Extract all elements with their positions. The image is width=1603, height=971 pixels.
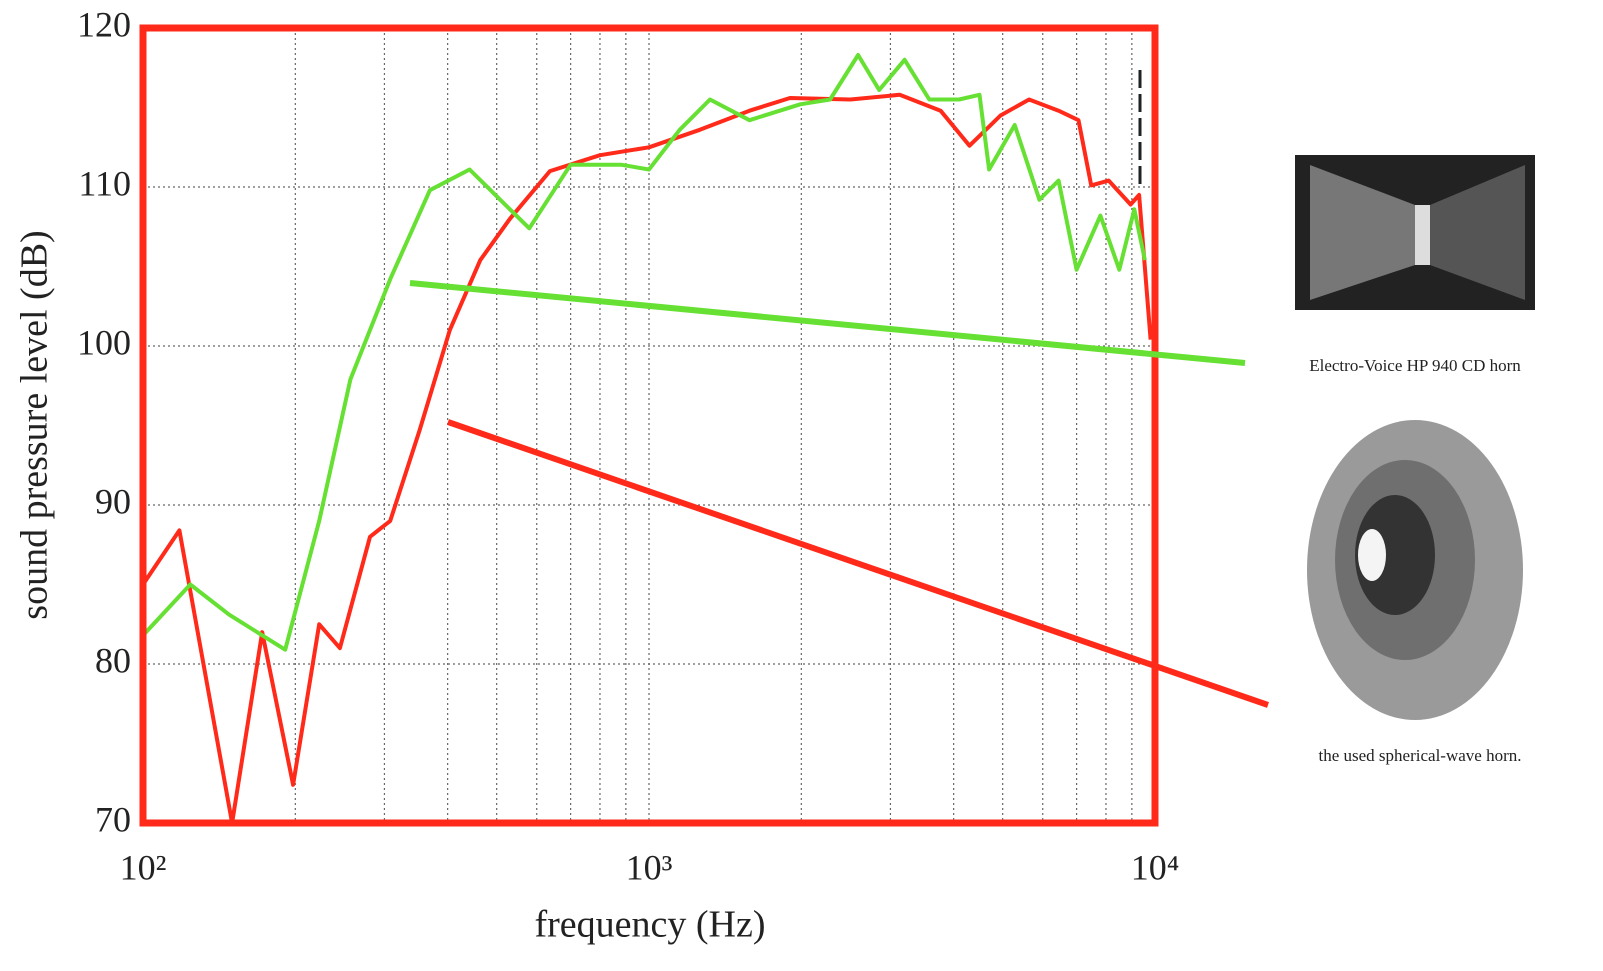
y-tick-label: 80: [95, 640, 131, 680]
series-line: [141, 92, 1153, 825]
plot-frame: [139, 24, 1159, 827]
photo-shape: [1310, 165, 1415, 300]
series-line: [141, 53, 1147, 652]
y-tick-label: 90: [95, 481, 131, 521]
y-tick-label: 70: [95, 799, 131, 839]
lines: [141, 53, 1153, 825]
y-tick-label: 120: [77, 4, 131, 44]
horn-photo: [1295, 155, 1535, 310]
annotation: the used spherical-wave horn.: [1319, 746, 1522, 765]
y-axis-label: sound pressure level (dB): [14, 230, 56, 619]
x-tick-label: 10²: [120, 847, 167, 887]
photo-shape: [1358, 529, 1386, 581]
x-axis-label: frequency (Hz): [534, 904, 765, 946]
horn-photo: [1307, 420, 1523, 720]
photo-shape: [1355, 495, 1435, 615]
pointer-line: [447, 419, 1269, 708]
x-tick-label: 10³: [626, 847, 673, 887]
y-tick-label: 100: [77, 322, 131, 362]
x-tick-label: 10⁴: [1131, 847, 1180, 887]
annotation: Electro-Voice HP 940 CD horn: [1309, 356, 1521, 375]
y-tick-label: 110: [78, 163, 131, 203]
photo-shape: [1415, 205, 1430, 265]
pointer-line: [409, 280, 1246, 366]
photo-shape: [1430, 165, 1525, 300]
